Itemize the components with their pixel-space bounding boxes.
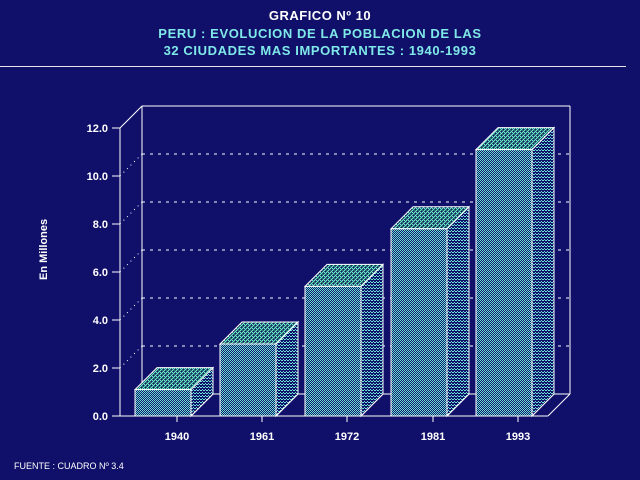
y-tick-label: 0.0	[93, 411, 108, 423]
side-wall-top-edge	[119, 105, 143, 129]
bar-front-face	[304, 285, 362, 417]
floor-right-edge	[547, 393, 571, 417]
y-tick-label: 4.0	[93, 315, 108, 327]
y-tick-label: 6.0	[93, 267, 108, 279]
y-tick-label: 10.0	[87, 171, 108, 183]
bar-side-face	[446, 205, 470, 418]
gridline-side	[119, 153, 143, 177]
gridlines	[119, 153, 570, 369]
x-tick-label: 1940	[165, 431, 189, 443]
bar-1940	[133, 366, 215, 418]
bar-front-face	[390, 228, 448, 417]
bar-front-face	[219, 343, 277, 417]
x-tick-label: 1993	[506, 431, 530, 443]
bar-front-face	[475, 149, 533, 417]
gridline-side	[119, 297, 143, 321]
y-tick-label: 12.0	[87, 123, 108, 135]
x-tick-label: 1961	[250, 431, 274, 443]
y-axis: 0.0 2.0 4.0 6.0 8.0 10.0 12.0	[87, 123, 120, 423]
bar-side-face	[360, 263, 384, 418]
x-tick-label: 1972	[335, 431, 359, 443]
y-tick-label: 8.0	[93, 219, 108, 231]
title-divider	[0, 66, 626, 67]
x-tick-label: 1981	[421, 431, 445, 443]
chart-title: GRAFICO Nº 10	[268, 8, 372, 23]
gridline-side	[119, 249, 143, 273]
x-axis: 1940 1961 1972 1981 1993	[112, 415, 548, 443]
chart-subtitle-line-2: 32 CIUDADES MAS IMPORTANTES : 1940-1993	[163, 43, 477, 58]
bar-1961	[218, 320, 300, 418]
bar-1993	[474, 126, 556, 418]
bar-1972	[303, 263, 385, 418]
y-tick-label: 2.0	[93, 363, 108, 375]
bar-side-face	[531, 126, 555, 418]
source-note: FUENTE : CUADRO Nº 3.4	[14, 461, 124, 471]
bar-1981	[389, 205, 471, 418]
chart-subtitle-line-1: PERU : EVOLUCION DE LA POBLACION DE LAS	[158, 26, 482, 41]
bars	[133, 126, 556, 418]
y-axis-label: En Millones	[38, 218, 50, 280]
bar-front-face	[134, 389, 192, 417]
gridline-side	[119, 201, 143, 225]
gridline-side	[119, 345, 143, 369]
